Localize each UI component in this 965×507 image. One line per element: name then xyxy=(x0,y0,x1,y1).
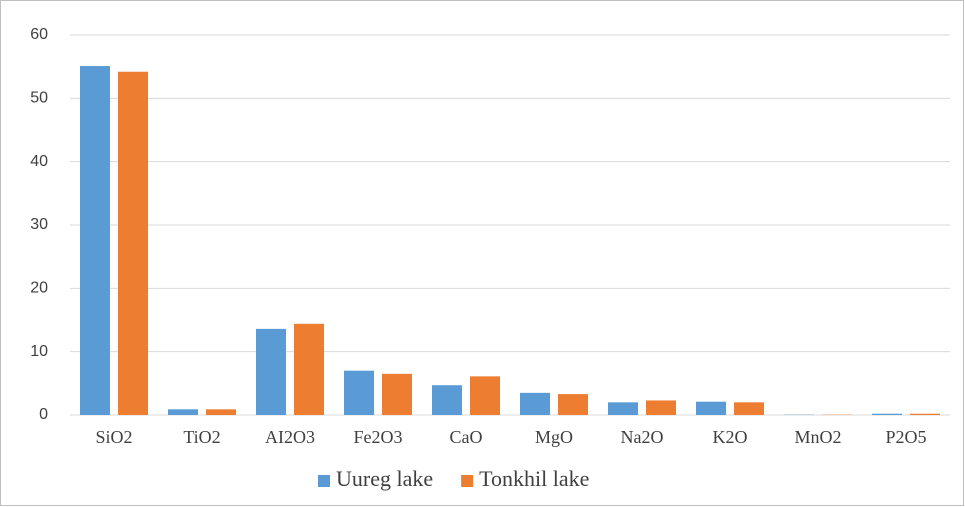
x-tick-label: Fe2O3 xyxy=(354,427,403,447)
x-tick-label: P2O5 xyxy=(885,427,926,447)
y-tick-label: 30 xyxy=(30,216,48,233)
bar xyxy=(910,413,940,415)
bar xyxy=(206,409,236,415)
bar xyxy=(520,392,550,415)
bar xyxy=(696,401,726,415)
bar xyxy=(256,328,286,415)
bar xyxy=(344,370,374,415)
x-tick-label: Na2O xyxy=(621,427,664,447)
x-tick-label: MnO2 xyxy=(794,427,841,447)
bar xyxy=(558,394,588,415)
x-tick-label: K2O xyxy=(713,427,748,447)
legend-swatch xyxy=(318,475,330,487)
y-tick-label: 20 xyxy=(30,280,48,297)
y-tick-label: 10 xyxy=(30,343,48,360)
legend-label: Tonkhil lake xyxy=(479,466,589,491)
bar xyxy=(734,402,764,415)
legend-swatch xyxy=(461,475,474,487)
y-tick-label: 40 xyxy=(30,153,48,170)
bar xyxy=(608,402,638,415)
x-tick-label: CaO xyxy=(450,427,483,447)
bar xyxy=(168,409,198,415)
bar xyxy=(382,373,412,415)
bar xyxy=(432,385,462,415)
x-tick-label: AI2O3 xyxy=(265,427,315,447)
y-tick-label: 60 xyxy=(30,26,48,43)
bar xyxy=(470,376,500,415)
x-tick-label: TiO2 xyxy=(183,427,220,447)
x-tick-label: SiO2 xyxy=(95,427,132,447)
bar xyxy=(80,66,110,416)
bar xyxy=(118,71,148,415)
y-tick-label: 50 xyxy=(30,90,48,107)
x-tick-label: MgO xyxy=(535,427,573,447)
bar xyxy=(872,413,902,415)
bar xyxy=(646,400,676,415)
y-tick-label: 0 xyxy=(39,406,48,423)
bar xyxy=(294,323,324,415)
legend-label: Uureg lake xyxy=(336,466,433,491)
